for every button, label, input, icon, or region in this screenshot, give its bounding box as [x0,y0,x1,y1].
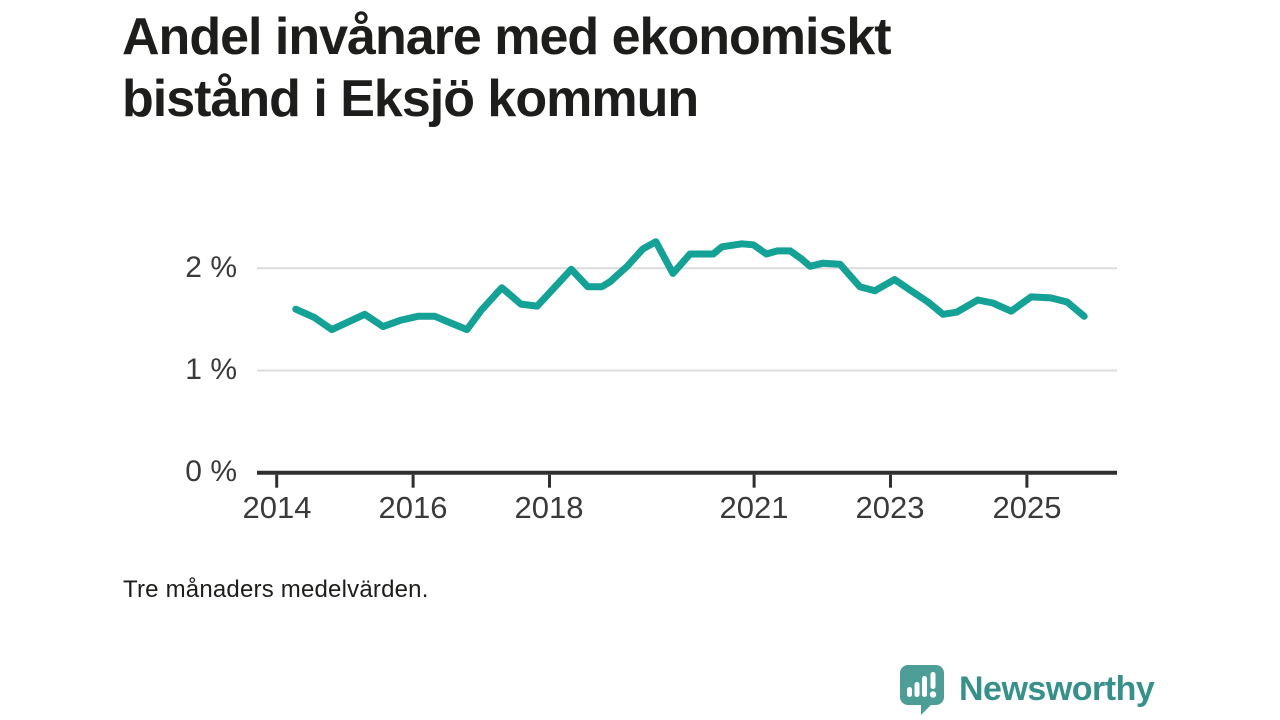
x-tick-label-2016: 2016 [378,490,448,525]
chart-title-line-1: Andel invånare med ekonomiskt [122,8,892,66]
newsworthy-wordmark: Newsworthy [959,669,1155,708]
newsworthy-bubble-chart-icon [900,665,944,715]
y-tick-label-0: 0 % [185,455,237,488]
x-tick-label-2025: 2025 [992,490,1062,525]
x-tick-label-2018: 2018 [514,490,584,525]
x-tick-label-2023: 2023 [855,490,925,525]
y-tick-label-1: 1 % [185,353,237,386]
x-tick-label-2021: 2021 [719,490,789,525]
data-line-series [292,238,1088,334]
chart-footnote: Tre månaders medelvärden. [123,576,429,603]
x-tick-label-2014: 2014 [242,490,312,525]
newsworthy-logo: Newsworthy [897,662,1155,716]
chart-title-line-2: bistånd i Eksjö kommun [122,70,699,129]
chart-title: Andel invånare med ekonomiskt bistånd i … [122,6,1042,131]
y-tick-label-2: 2 % [185,251,237,284]
